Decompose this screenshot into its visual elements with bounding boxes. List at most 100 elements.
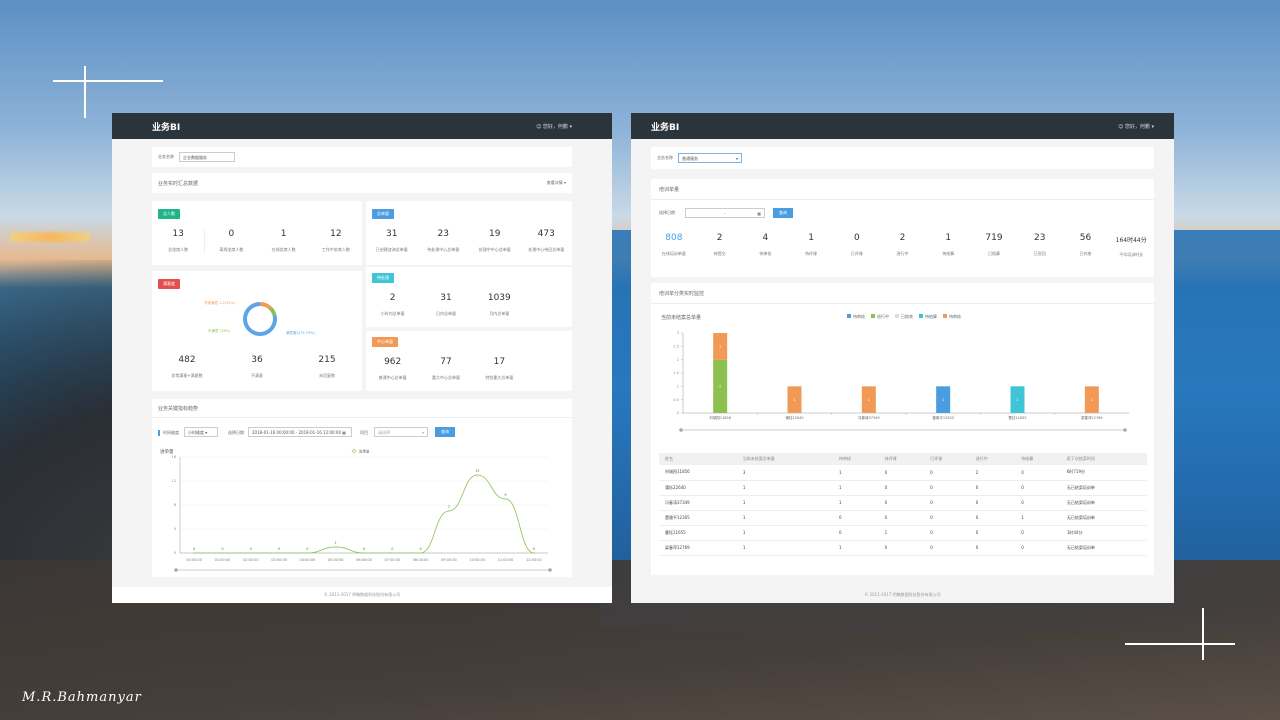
legend-item[interactable]: 已结束 xyxy=(895,314,913,320)
training-stat-value: 808 xyxy=(665,233,683,243)
people-stats: 13 总坐席人数 0 离线坐席人数 1 在线坐席人数 12 工作中坐席人数 xyxy=(152,229,362,253)
trend-point[interactable] xyxy=(391,551,394,555)
trend-point[interactable] xyxy=(249,551,252,555)
trend-legend-label[interactable]: 进单量 xyxy=(359,449,370,454)
training-query-button[interactable]: 查询 xyxy=(773,208,793,218)
legend-item[interactable]: 待审核 xyxy=(847,314,865,320)
trend-point[interactable] xyxy=(193,551,196,555)
bar-xtick: 曹钰11655 xyxy=(1008,415,1026,420)
orders-label: 待处理中心总单量 xyxy=(427,247,460,252)
trend-date-to: 2018-01-16 12:00:00 xyxy=(298,430,341,435)
decor-line-v2 xyxy=(1202,608,1204,660)
trend-date-range[interactable]: 2018-01-16 00:00:00 - 2018-01-16 12:00:0… xyxy=(248,427,352,437)
trend-slider-handle-right[interactable] xyxy=(548,568,552,572)
legend-label: 待结算 xyxy=(925,314,937,319)
trend-range-select[interactable]: 小时维度 ▾ xyxy=(184,427,218,437)
bar-segment[interactable] xyxy=(713,333,728,360)
donut-slice[interactable] xyxy=(260,302,272,310)
table-cell: 6时719分 xyxy=(1060,465,1147,481)
right-user-menu[interactable]: ☺ 您好，何鹏 ▾ xyxy=(1118,123,1154,130)
trend-point[interactable] xyxy=(447,509,451,513)
bar-data-label: 1 xyxy=(1016,398,1018,402)
trend-point[interactable] xyxy=(419,551,422,555)
table-cell: 0 xyxy=(1015,465,1061,481)
center-value: 77 xyxy=(440,357,452,367)
people-label: 在线坐席人数 xyxy=(271,247,296,252)
bar-chart: 0 0.5 1 1.5 2 2.5 3 2 1 刘瑞阳11856 1 蒲钰22640 1 冯春涛37349… xyxy=(673,331,1129,432)
trend-xtick: 07:00:00 xyxy=(384,558,400,562)
table-cell: 1 xyxy=(736,480,834,496)
bar-slider-handle-left[interactable] xyxy=(679,428,683,432)
trend-data-label: 0 xyxy=(193,547,195,551)
trend-query-button[interactable]: 查询 xyxy=(435,427,455,437)
bar-segment[interactable] xyxy=(861,386,876,413)
training-date-range[interactable]: - ▦ xyxy=(685,208,765,218)
people-stat: 13 总坐席人数 xyxy=(152,229,204,253)
bar-chart-title: 当前未结案总单量 xyxy=(661,315,702,321)
trend-item-placeholder: 请选择 xyxy=(378,430,390,435)
trend-point[interactable] xyxy=(221,551,224,555)
bar-xtick: 蒲钰22640 xyxy=(785,415,803,420)
center-stat: 77 重大中心总单量 xyxy=(419,357,472,381)
pending-value: 2 xyxy=(389,293,396,303)
orders-stat: 31 已创建咨询总单量 xyxy=(366,229,418,253)
trend-point[interactable] xyxy=(277,551,281,555)
right-topbar: 业务BI ☺ 您好，何鹏 ▾ xyxy=(631,113,1174,139)
table-row[interactable]: 蒲钰22640 1 1 0 0 0 0 无已结案培训单 xyxy=(659,480,1147,496)
center-value: 962 xyxy=(384,357,402,367)
trend-point[interactable] xyxy=(504,497,507,501)
orders-value: 473 xyxy=(537,229,555,239)
donut-slice[interactable] xyxy=(268,306,277,316)
bar-segment[interactable] xyxy=(713,359,728,413)
right-filter-bar: 业务名称 普通服务 ▾ xyxy=(651,147,1154,169)
bar-segment[interactable] xyxy=(1010,386,1025,413)
trend-point[interactable] xyxy=(334,545,337,549)
bar-data-label: 1 xyxy=(868,398,870,402)
pending-stat: 2 小时内总单量 xyxy=(366,293,419,317)
legend-item[interactable]: 待审核 xyxy=(943,314,961,320)
right-business-select-value: 普通服务 xyxy=(682,156,698,161)
trend-data-label: 0 xyxy=(278,547,280,551)
table-cell: 0 xyxy=(924,495,970,511)
table-header: 姓名 当前未结案总单量 待审核 待评课 已评课 进行中 待结算 距下次结案时间 xyxy=(659,453,1147,465)
table-cell: 0 xyxy=(924,480,970,496)
bar-data-label: 1 xyxy=(793,398,795,402)
bar-data-label: 2 xyxy=(719,385,721,389)
bar-segment[interactable] xyxy=(936,386,951,413)
trend-xtick: 08:00:00 xyxy=(413,558,429,562)
legend-item[interactable]: 进行中 xyxy=(871,314,889,320)
trend-divider xyxy=(152,417,572,418)
orders-label: 处理中心待回总单量 xyxy=(528,247,565,252)
trend-point[interactable] xyxy=(476,473,479,477)
trend-legend-icon xyxy=(351,448,357,454)
left-summary-more[interactable]: 查看详情 ▾ xyxy=(546,180,566,185)
trend-point[interactable] xyxy=(306,551,309,555)
right-business-select[interactable]: 普通服务 ▾ xyxy=(678,153,742,163)
bar-data-label: 1 xyxy=(1091,398,1093,402)
trend-series-line xyxy=(194,474,534,554)
detail-table: 姓名 当前未结案总单量 待审核 待评课 已评课 进行中 待结算 距下次结案时间 刘瑞阳1185… xyxy=(659,453,1147,556)
trend-point[interactable] xyxy=(532,551,535,555)
bar-segment[interactable] xyxy=(787,386,802,413)
table-row[interactable]: 刘瑞阳11856 3 1 0 0 2 0 6时719分 xyxy=(659,465,1147,481)
bar-segment[interactable] xyxy=(1084,386,1099,413)
center-card: 中心单量 962 普通中心总单量 77 重大中心总单量 17 特别重大总单量 xyxy=(366,331,572,391)
legend-item[interactable]: 待结算 xyxy=(919,314,937,320)
bar-data-label: 1 xyxy=(719,345,721,349)
sat-label: 不满意 xyxy=(251,373,263,378)
table-row[interactable]: 梁春萍12769 1 1 0 0 0 0 无已结案培训单 xyxy=(659,540,1147,556)
left-user-menu[interactable]: ☺ 您好，何鹏 ▾ xyxy=(536,123,572,130)
table-row[interactable]: 曹钰11655 1 0 1 0 0 0 1时44分 xyxy=(659,525,1147,541)
table-row[interactable]: 冯春涛37349 1 1 0 0 0 0 无已结案培训单 xyxy=(659,495,1147,511)
trend-slider-handle-left[interactable] xyxy=(174,568,178,572)
bar-slider-handle-right[interactable] xyxy=(1123,428,1127,432)
orders-stat: 23 待处理中心总单量 xyxy=(418,229,470,253)
table-row[interactable]: 董雅平12305 1 0 0 0 0 1 无已结案培训单 xyxy=(659,510,1147,526)
training-stat-value: 164时44分 xyxy=(1115,237,1147,244)
table-cell: 冯春涛37349 xyxy=(659,495,737,511)
orders-stat: 473 处理中心待回总单量 xyxy=(521,229,573,253)
trend-item-select[interactable]: 请选择 ▾ xyxy=(374,427,428,437)
tag-orders: 总单量 xyxy=(372,209,394,219)
left-business-select[interactable]: 企业数据服务 xyxy=(179,152,235,162)
trend-point[interactable] xyxy=(362,551,366,555)
